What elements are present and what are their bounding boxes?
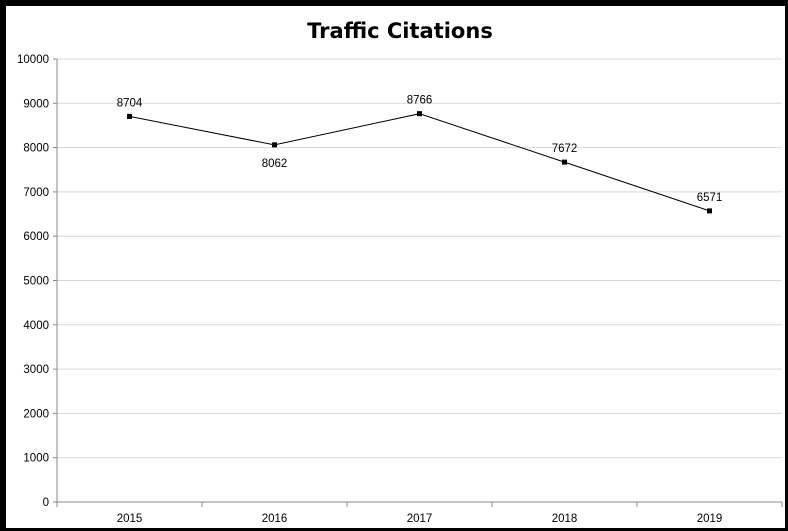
series-line	[129, 113, 710, 212]
data-label-2017: 8766	[407, 95, 433, 107]
line-chart: Traffic Citations 0 1000 2000 3000 4000 5000 6…	[17, 19, 783, 525]
x-tick-label: 2016	[262, 513, 288, 525]
y-tick-label: 2000	[23, 408, 49, 420]
data-label-2018: 7672	[552, 143, 578, 155]
chart-panel: Traffic Citations 0 1000 2000 3000 4000 5000 6…	[6, 6, 785, 528]
data-point-2018	[562, 159, 567, 165]
data-point-2016	[272, 142, 277, 148]
y-tick-label: 4000	[23, 320, 49, 332]
y-tick-label: 3000	[23, 364, 49, 376]
axes	[53, 58, 783, 507]
x-tick-label: 2018	[552, 513, 578, 525]
y-tick-label: 0	[43, 497, 49, 509]
y-axis-tick-labels: 0 1000 2000 3000 4000 5000 6000 7000 8000 9000 100…	[17, 54, 49, 509]
y-tick-label: 5000	[23, 276, 49, 288]
data-label-2019: 6571	[697, 192, 723, 204]
gridlines	[57, 58, 782, 459]
y-tick-label: 10000	[17, 54, 49, 66]
series-line-0	[129, 113, 710, 212]
y-tick-label: 8000	[23, 143, 49, 155]
data-label-2015: 8704	[117, 97, 143, 109]
x-tick-label: 2015	[117, 513, 143, 525]
y-tick-label: 7000	[23, 187, 49, 199]
data-markers	[127, 111, 712, 214]
y-tick-label: 6000	[23, 231, 49, 243]
data-point-2017	[417, 111, 422, 117]
data-point-2019	[707, 208, 712, 214]
data-label-2016: 8062	[262, 158, 288, 170]
x-tick-label: 2019	[697, 513, 723, 525]
data-labels: 8704 8062 8766 7672 6571	[117, 95, 723, 204]
x-tick-label: 2017	[407, 513, 433, 525]
x-axis-tick-labels: 2015 2016 2017 2018 2019	[117, 513, 723, 525]
y-tick-label: 1000	[23, 453, 49, 465]
chart-title: Traffic Citations	[307, 19, 493, 43]
y-tick-label: 9000	[23, 98, 49, 110]
data-point-2015	[127, 113, 132, 119]
